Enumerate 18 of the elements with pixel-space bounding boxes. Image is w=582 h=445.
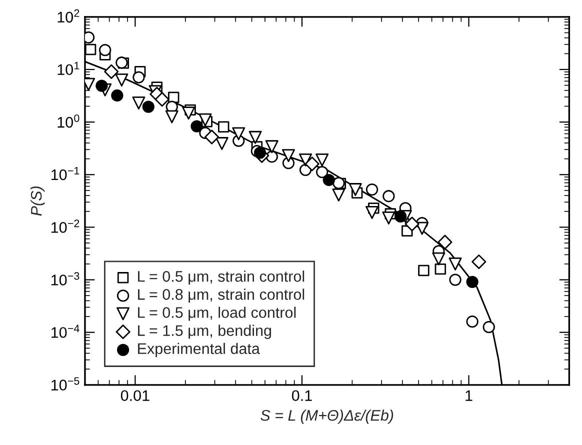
- y-axis-title: P(S): [30, 186, 45, 216]
- y-tick-label: 10$^{−1}$: [51, 167, 80, 180]
- y-tick-label: 10$^{1}$: [58, 62, 80, 76]
- legend-label: Experimental data: [138, 342, 260, 358]
- y-tick-label: 10$^{−3}$: [51, 272, 80, 286]
- y-tick-label: 10$^{0}$: [58, 114, 80, 128]
- x-tick-label: 1: [466, 390, 472, 401]
- legend-label: L = 0.5 μm, load control: [138, 306, 296, 321]
- legend-label: L = 0.8 μm, strain control: [138, 288, 304, 303]
- x-tick-label: 0.1: [292, 390, 312, 402]
- x-tick-label: 0.01: [120, 390, 150, 402]
- legend-label: L = 1.5 μm, bending: [138, 324, 272, 340]
- y-tick-label: 10$^{−2}$: [51, 220, 80, 233]
- x-axis-title: S = L (M+Θ)Δε/(Eb): [260, 410, 394, 424]
- y-tick-label: 10$^{2}$: [58, 9, 80, 23]
- legend-label: L = 0.5 μm, strain control: [138, 270, 304, 285]
- y-tick-label: 10$^{−4}$: [51, 324, 80, 338]
- y-tick-label: 10$^{−5}$: [51, 377, 80, 390]
